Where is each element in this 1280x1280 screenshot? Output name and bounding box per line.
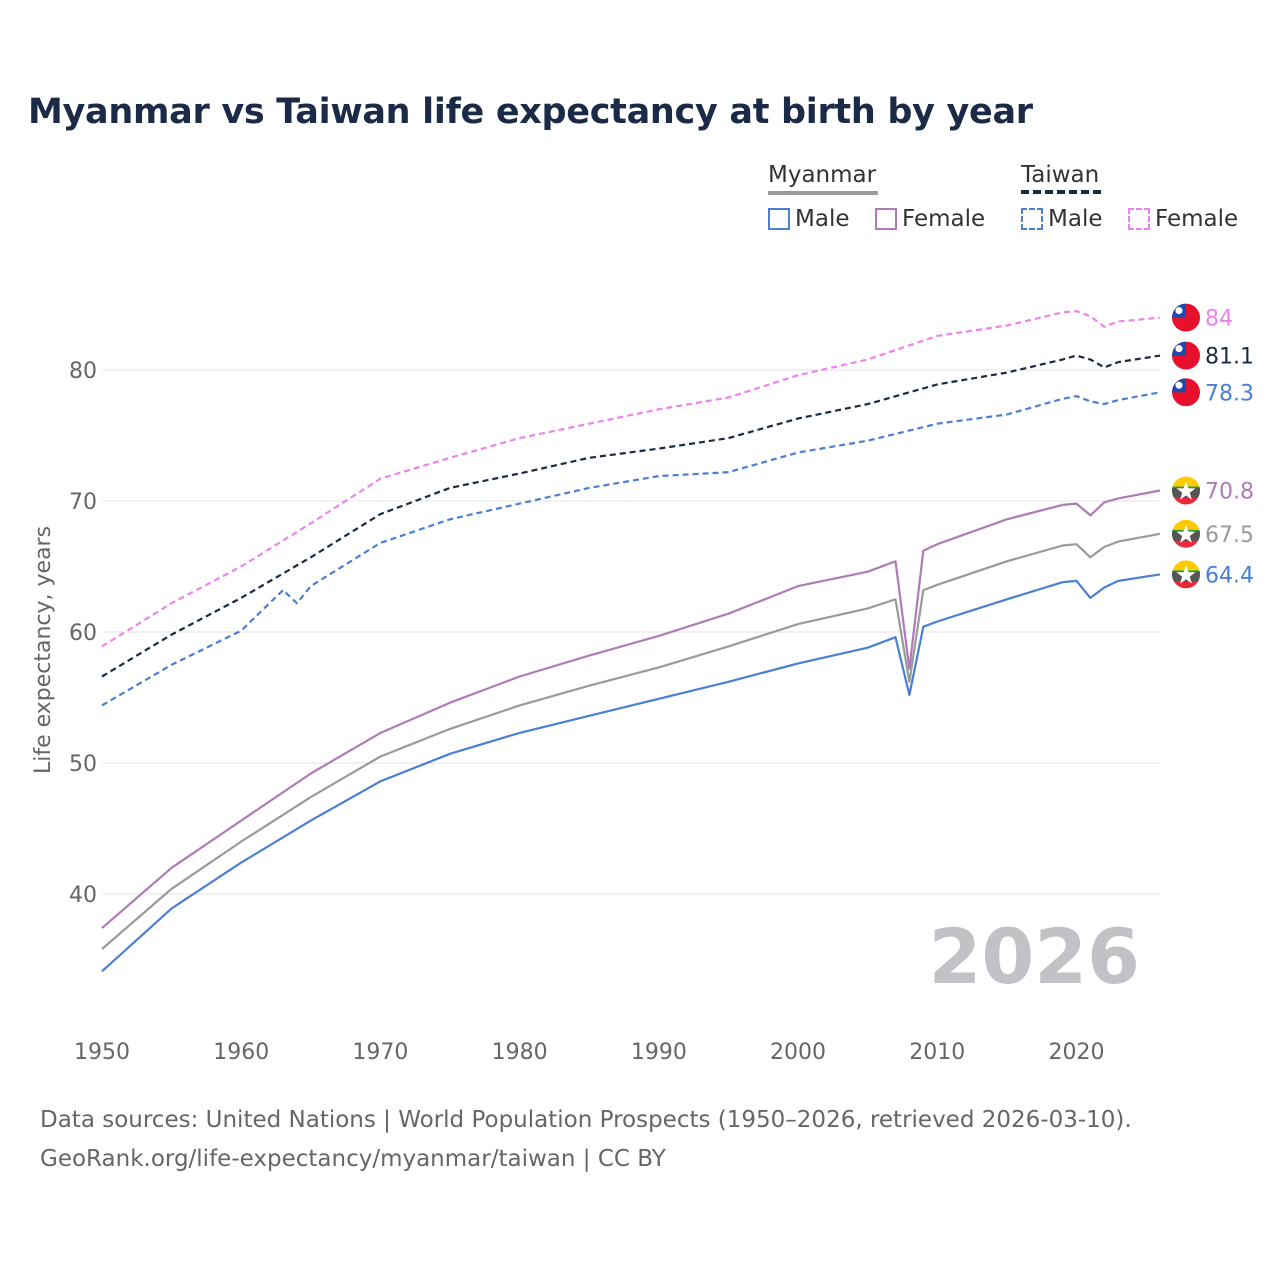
chart-title: Myanmar vs Taiwan life expectancy at bir… bbox=[28, 92, 1033, 132]
legend-rule-taiwan bbox=[1021, 190, 1101, 194]
x-tick-label: 1960 bbox=[213, 1040, 269, 1065]
y-axis-label: Life expectancy, years bbox=[31, 526, 56, 774]
current-year-watermark: 2026 bbox=[928, 912, 1140, 1001]
x-tick-label: 1970 bbox=[352, 1040, 408, 1065]
end-value-label: 64.4 bbox=[1205, 563, 1254, 588]
series-line-taiwan-male bbox=[101, 391, 1161, 707]
legend-swatch-taiwan-male bbox=[1021, 208, 1043, 230]
legend-item-myanmar-female[interactable]: Female bbox=[875, 206, 985, 232]
y-tick-label: 60 bbox=[69, 621, 97, 646]
x-tick-label: 2000 bbox=[770, 1040, 826, 1065]
x-tick-label: 1950 bbox=[74, 1040, 130, 1065]
taiwan-flag-icon bbox=[1172, 341, 1200, 370]
myanmar-flag-icon bbox=[1172, 476, 1200, 505]
series-line-taiwan-female bbox=[101, 310, 1161, 648]
series-line-myanmar-male bbox=[101, 573, 1161, 973]
legend-swatch-myanmar-female bbox=[875, 208, 897, 230]
end-value-label: 70.8 bbox=[1205, 480, 1254, 505]
series-line-myanmar-female bbox=[101, 489, 1161, 929]
legend-swatch-taiwan-female bbox=[1128, 208, 1150, 230]
line-chart: 40 50 60 70 80 1950 1960 1970 1980 1990 2000 2010 2… bbox=[31, 303, 1254, 1065]
legend-group-taiwan: Taiwan bbox=[1021, 162, 1100, 188]
legend-item-taiwan-male[interactable]: Male bbox=[1021, 206, 1102, 232]
legend-label-taiwan-female: Female bbox=[1155, 206, 1239, 232]
end-value-label: 78.3 bbox=[1205, 381, 1254, 406]
end-value-label: 84 bbox=[1205, 307, 1233, 332]
taiwan-flag-icon bbox=[1172, 378, 1200, 407]
legend-label-myanmar-female: Female bbox=[902, 206, 986, 232]
source-line-2: GeoRank.org/life-expectancy/myanmar/taiw… bbox=[40, 1146, 666, 1172]
legend-swatch-myanmar-male bbox=[768, 208, 790, 230]
series-line-taiwan-total bbox=[101, 354, 1161, 678]
myanmar-flag-icon bbox=[1172, 519, 1200, 548]
legend-group-myanmar: Myanmar bbox=[768, 162, 877, 188]
y-tick-label: 80 bbox=[69, 359, 97, 384]
end-labels: 84 81.1 78.3 70.8 67.5 64.4 bbox=[1172, 303, 1254, 589]
series-line-myanmar-total bbox=[101, 532, 1161, 950]
legend-label-taiwan-male: Male bbox=[1048, 206, 1103, 232]
myanmar-flag-icon bbox=[1172, 560, 1200, 589]
y-tick-label: 70 bbox=[69, 490, 97, 515]
legend-rule-myanmar bbox=[768, 191, 878, 195]
y-tick-label: 40 bbox=[69, 883, 97, 908]
x-tick-labels: 1950 1960 1970 1980 1990 2000 2010 2020 bbox=[74, 1040, 1104, 1065]
taiwan-flag-icon bbox=[1172, 303, 1200, 332]
legend-item-myanmar-male[interactable]: Male bbox=[768, 206, 849, 232]
source-line-1: Data sources: United Nations | World Pop… bbox=[40, 1107, 1132, 1133]
end-value-label: 67.5 bbox=[1205, 523, 1254, 548]
series-lines bbox=[101, 310, 1161, 973]
x-tick-label: 1990 bbox=[631, 1040, 687, 1065]
x-tick-label: 2010 bbox=[909, 1040, 965, 1065]
legend-item-taiwan-female[interactable]: Female bbox=[1128, 206, 1238, 232]
legend-label-myanmar-male: Male bbox=[795, 206, 850, 232]
y-tick-label: 50 bbox=[69, 752, 97, 777]
end-value-label: 81.1 bbox=[1205, 345, 1254, 370]
x-tick-label: 1980 bbox=[492, 1040, 548, 1065]
y-tick-labels: 40 50 60 70 80 bbox=[69, 359, 97, 908]
grid-lines bbox=[102, 369, 1160, 895]
x-tick-label: 2020 bbox=[1048, 1040, 1104, 1065]
